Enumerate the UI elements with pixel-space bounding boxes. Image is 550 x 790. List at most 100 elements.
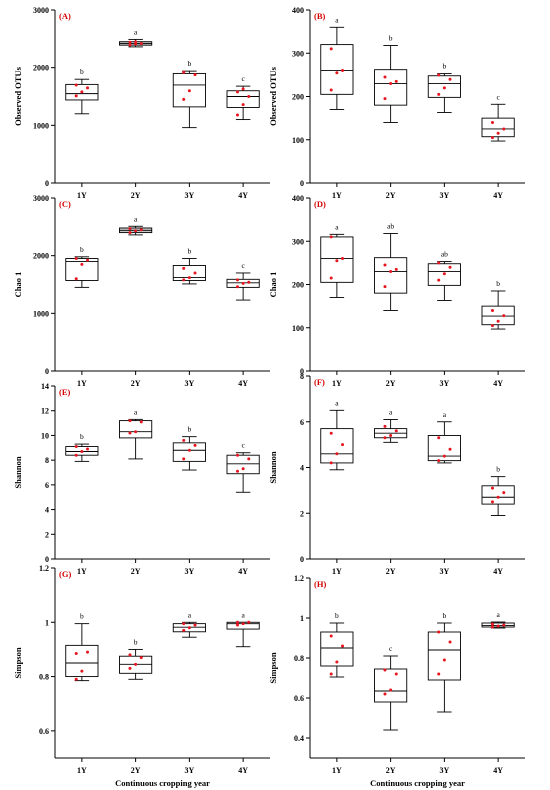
box-1Y: a [320,15,354,110]
y-tick-label: 3000 [33,194,49,203]
x-tick-label: 1Y [77,191,87,200]
iqr-box [481,305,515,326]
x-axis-label: Continuous cropping year [370,778,465,788]
x-tick-label: 1Y [77,766,87,775]
data-point [235,285,239,289]
x-tick-label: 4Y [238,191,248,200]
data-point [134,42,138,46]
box-1Y: b [65,67,99,115]
y-axis-label: Chao 1 [13,272,23,298]
data-point [341,443,345,447]
data-point [496,495,500,499]
data-point [182,70,186,74]
data-point [128,43,132,47]
box-1Y: b [65,612,99,682]
data-point [241,87,245,91]
iqr-box [119,420,153,439]
data-point [128,431,132,435]
data-point [389,688,393,692]
box-1Y: b [65,432,99,462]
box-4Y: c [226,74,260,121]
x-tick-label: 2Y [386,567,396,576]
y-tick-label: 0.4 [294,734,304,743]
data-point [437,459,441,463]
box-4Y: c [226,441,260,493]
y-tick-label: 4 [45,506,49,515]
y-axis-label: Chao 1 [268,272,278,298]
data-point [383,436,387,440]
data-point [187,448,191,452]
significance-letter: b [335,611,339,620]
data-point [502,314,506,318]
iqr-box [374,69,408,106]
data-point [235,90,239,94]
x-tick-label: 3Y [439,191,449,200]
data-point [329,461,333,465]
data-point [128,666,132,670]
iqr-box [320,428,354,464]
significance-letter: a [335,222,339,231]
data-point [329,431,333,435]
iqr-box [320,631,354,667]
iqr-box [226,454,260,475]
iqr-box [374,668,408,703]
x-tick-label: 3Y [439,379,449,388]
data-point [74,257,78,261]
x-tick-label: 4Y [238,567,248,576]
x-tick-label: 3Y [184,567,194,576]
box-3Y: ab [427,250,461,301]
data-point [86,650,90,654]
y-tick-label: 0 [300,367,304,376]
significance-letter: b [188,247,192,256]
y-tick-label: 0 [300,179,304,188]
data-point [241,281,245,285]
data-point [329,672,333,676]
chart-panel-2: 0 100 200 300 400 1Y 2Y 3Y 4Y Observed OTUs (B) a b b… [268,6,525,200]
x-tick-label: 3Y [184,191,194,200]
box-3Y: a [172,610,206,638]
y-tick-label: 300 [292,49,304,58]
significance-letter: b [443,611,447,620]
panel-label: (D) [314,199,326,209]
box-2Y: b [119,637,153,680]
data-point [329,88,333,92]
data-point [235,469,239,473]
significance-letter: b [389,33,393,42]
data-point [241,467,245,471]
data-point [490,500,494,504]
data-point [182,622,186,626]
y-tick-label: 3000 [33,6,49,15]
box-4Y: c [226,261,260,301]
y-axis-label: Shannon [268,451,278,483]
y-tick-label: 200 [292,281,304,290]
data-point [437,278,441,282]
data-point [496,131,500,135]
box-3Y: b [172,425,206,471]
box-3Y: b [172,247,206,285]
box-2Y: ab [374,221,408,311]
data-point [74,677,78,681]
data-point [139,228,143,232]
box-3Y: b [427,62,461,113]
y-tick-label: 2000 [33,252,49,261]
data-point [394,79,398,83]
y-tick-label: 100 [292,324,304,333]
x-tick-label: 1Y [77,379,87,388]
significance-letter: a [335,398,339,407]
iqr-box [374,257,408,294]
significance-letter: a [134,214,138,223]
iqr-box [172,442,206,462]
data-point [329,634,333,638]
y-tick-label: 0 [45,555,49,564]
data-point [383,97,387,101]
data-point [247,457,251,461]
panel-label: (B) [314,11,326,21]
data-point [502,491,506,495]
x-axis-label: Continuous cropping year [115,778,210,788]
panel-label: (G) [59,569,71,579]
y-axis-label: Simpson [268,652,278,683]
data-point [383,692,387,696]
chart-panel-4: 0 100 200 300 400 1Y 2Y 3Y 4Y Chao 1 (D) a ab ab b [268,194,525,388]
significance-letter: b [496,465,500,474]
data-point [86,258,90,262]
